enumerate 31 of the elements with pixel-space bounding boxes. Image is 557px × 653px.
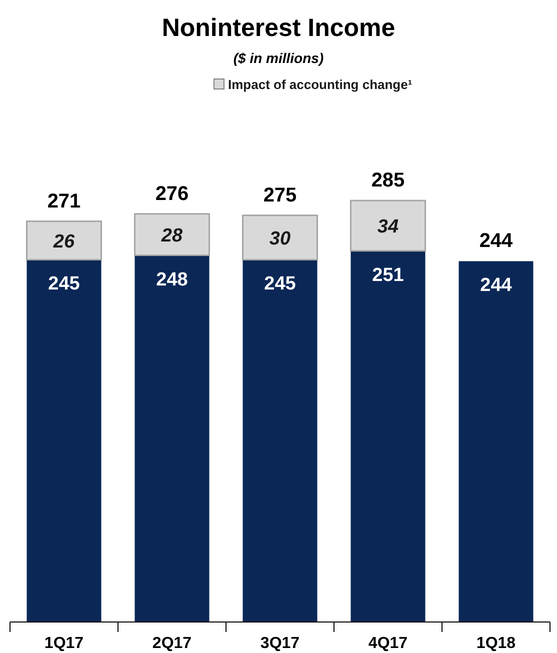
bar — [134, 255, 210, 622]
bar — [242, 214, 318, 260]
total-label: 271 — [47, 190, 81, 212]
data-label: 248 — [156, 269, 188, 290]
bar — [458, 261, 534, 622]
data-label: 245 — [48, 274, 80, 295]
chart-title: Noninterest Income — [162, 14, 396, 42]
x-tick-label: 4Q17 — [368, 635, 408, 652]
x-tick-label: 3Q17 — [260, 635, 300, 652]
x-tick-label: 1Q18 — [476, 635, 516, 652]
data-label: 244 — [480, 275, 512, 296]
total-label: 275 — [263, 184, 297, 206]
data-label: 30 — [269, 228, 291, 250]
x-tick-label: 1Q17 — [44, 635, 84, 652]
bar — [26, 220, 102, 260]
total-label: 285 — [371, 170, 405, 192]
total-label: 244 — [479, 230, 514, 252]
data-label: 34 — [377, 216, 399, 238]
bar — [26, 260, 102, 622]
data-label: 28 — [160, 226, 183, 247]
data-label: 26 — [52, 231, 75, 252]
data-label: 245 — [264, 274, 296, 295]
chart-subtitle: ($ in millions) — [233, 50, 324, 66]
x-tick-label: 2Q17 — [152, 635, 192, 652]
bar — [350, 200, 426, 252]
legend-label: Impact of accounting change¹ — [228, 77, 412, 92]
bar — [242, 260, 318, 622]
bar — [134, 213, 210, 256]
bar — [350, 250, 426, 622]
data-label: 251 — [372, 264, 404, 286]
total-label: 276 — [155, 182, 189, 205]
